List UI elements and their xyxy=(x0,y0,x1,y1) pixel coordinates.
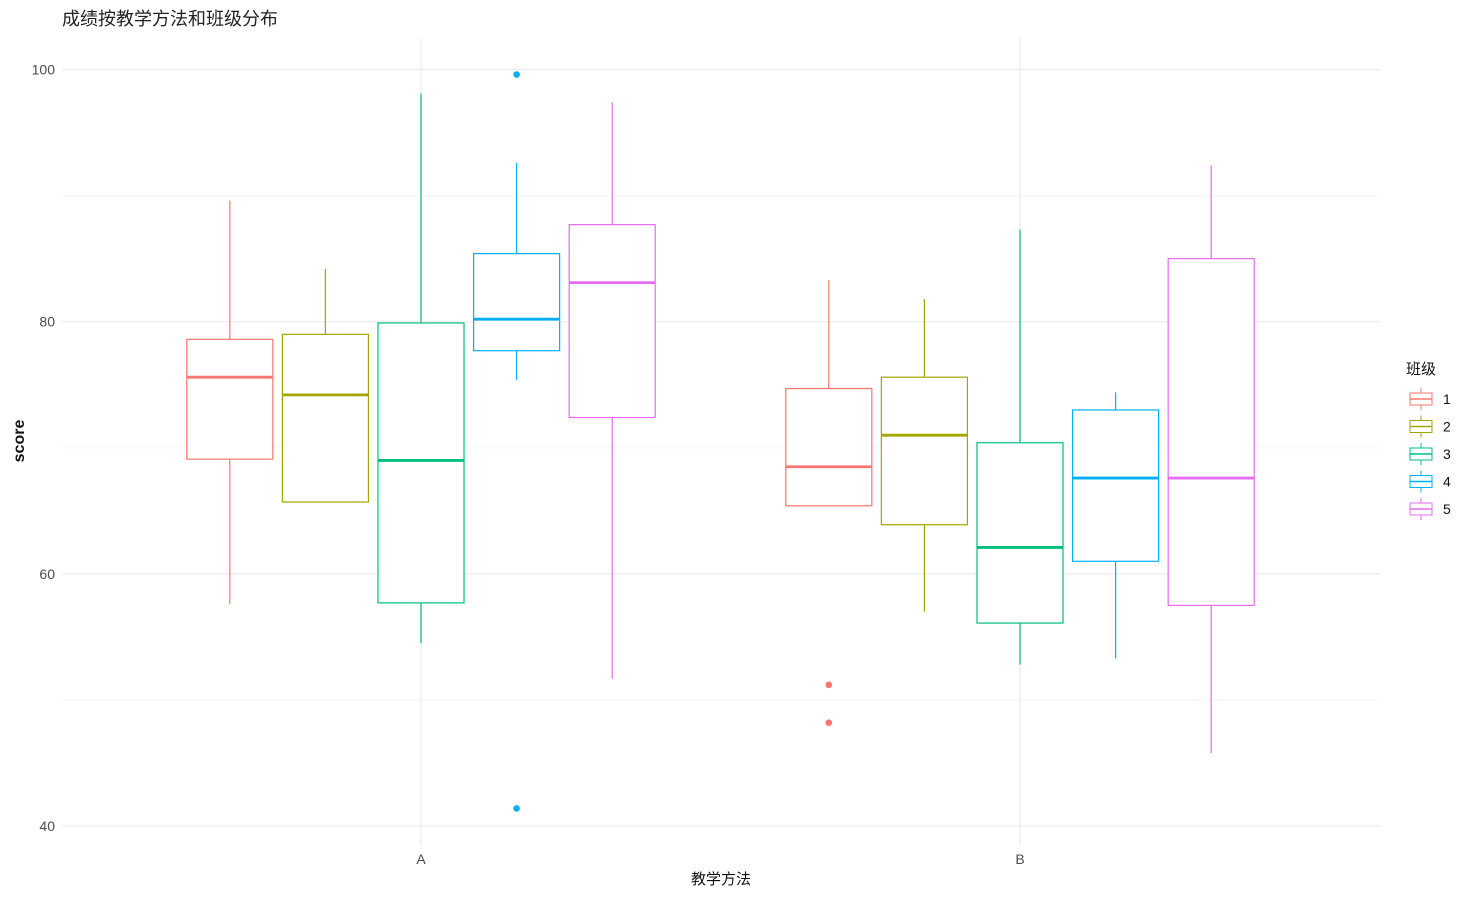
legend-label: 3 xyxy=(1443,446,1451,462)
box-iqr xyxy=(186,338,274,460)
outlier-point xyxy=(825,681,833,689)
outlier-point xyxy=(513,805,520,812)
box-iqr xyxy=(1071,409,1160,562)
boxplot-boxes xyxy=(186,71,1255,812)
y-axis-ticks: 40 60 80 100 xyxy=(32,62,56,835)
box-A-5 xyxy=(568,102,656,679)
legend-item-4: 4 xyxy=(1409,470,1451,493)
legend-item-3: 3 xyxy=(1409,443,1451,465)
box-iqr xyxy=(472,253,561,352)
x-tick-label: A xyxy=(416,851,426,867)
box-iqr xyxy=(568,224,656,419)
legend-label: 1 xyxy=(1443,391,1451,407)
box-A-3 xyxy=(377,93,465,644)
legend-item-1: 1 xyxy=(1409,388,1451,410)
legend: 班级 1 2 3 4 5 xyxy=(1406,360,1451,520)
outlier-point xyxy=(825,719,833,726)
box-A-2 xyxy=(281,268,370,503)
y-tick-label: 80 xyxy=(39,314,55,330)
legend-title: 班级 xyxy=(1406,360,1436,378)
legend-label: 2 xyxy=(1443,419,1451,435)
box-iqr xyxy=(1167,258,1255,607)
y-tick-label: 40 xyxy=(39,818,55,834)
y-tick-label: 60 xyxy=(39,566,55,582)
outlier-point xyxy=(513,71,520,78)
box-iqr xyxy=(880,376,969,526)
legend-item-2: 2 xyxy=(1409,415,1451,438)
chart-title: 成绩按教学方法和班级分布 xyxy=(62,9,278,30)
box-A-4 xyxy=(472,71,561,812)
box-B-1 xyxy=(785,280,873,726)
box-B-3 xyxy=(976,229,1064,665)
box-iqr xyxy=(281,333,370,503)
x-axis-title: 教学方法 xyxy=(691,870,751,888)
box-B-5 xyxy=(1167,165,1255,753)
box-B-2 xyxy=(880,299,969,612)
box-A-1 xyxy=(186,200,274,605)
legend-item-5: 5 xyxy=(1409,498,1451,520)
box-iqr xyxy=(976,442,1064,624)
y-tick-label: 100 xyxy=(32,62,56,78)
legend-label: 5 xyxy=(1443,501,1451,517)
x-tick-label: B xyxy=(1015,851,1024,867)
legend-label: 4 xyxy=(1443,474,1451,490)
y-axis-title: score xyxy=(11,420,28,463)
box-iqr xyxy=(377,322,465,604)
box-B-4 xyxy=(1071,392,1160,659)
box-iqr xyxy=(785,387,873,507)
